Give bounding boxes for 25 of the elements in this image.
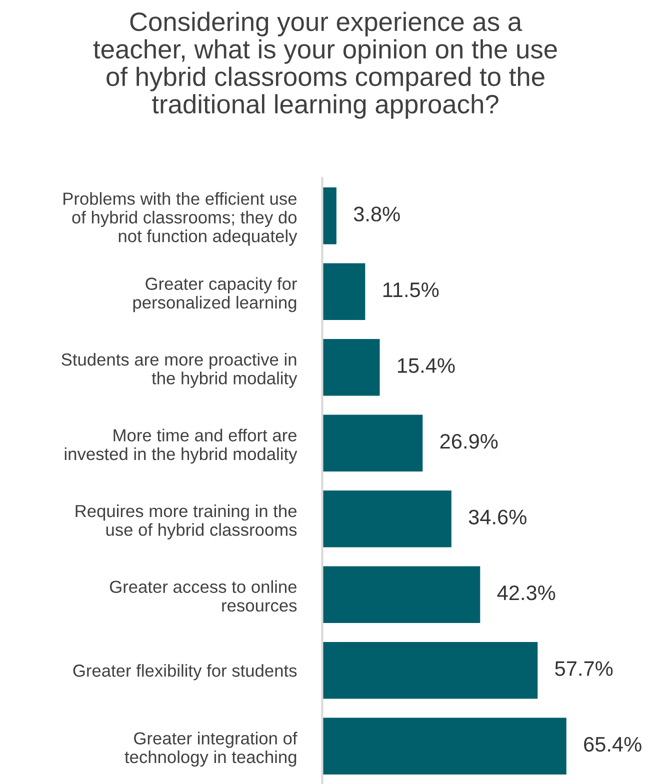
bar <box>322 414 423 472</box>
bar <box>322 718 566 775</box>
data-label: 11.5% <box>383 282 439 298</box>
y-tick-label: Greater capacity for personalized learning <box>133 277 297 312</box>
bar <box>322 263 366 320</box>
y-tick-label: Greater access to online resources <box>110 580 297 612</box>
chart-title: Considering your experience as a teacher, what is your opinion on the use of hybrid classrooms compared to the traditional learning approach? <box>93 12 557 119</box>
y-tick-label: Greater integration of technology in teaching <box>124 732 298 767</box>
data-label: 3.8% <box>354 206 400 222</box>
bar <box>322 566 480 624</box>
data-label: 57.7% <box>555 661 613 676</box>
data-label: 34.6% <box>468 510 526 524</box>
data-label: 26.9% <box>440 434 498 449</box>
y-tick-label: More time and effort are invested in the hybrid modality <box>64 428 298 464</box>
data-label: 15.4% <box>398 358 455 373</box>
y-tick-label: Requires more training in the use of hybrid classrooms <box>76 504 297 540</box>
data-label: 65.4% <box>584 736 642 752</box>
y-tick-label: Greater flexibility for students <box>73 664 297 680</box>
data-label: 42.3% <box>497 585 556 600</box>
bar <box>322 490 452 548</box>
bar <box>322 187 336 244</box>
y-tick-label: Students are more proactive in the hybrid modality <box>62 352 298 388</box>
y-tick-label: Problems with the efficient use of hybrid classrooms; they do not function adequately <box>64 192 298 246</box>
bar <box>322 642 538 699</box>
bar <box>322 338 380 396</box>
